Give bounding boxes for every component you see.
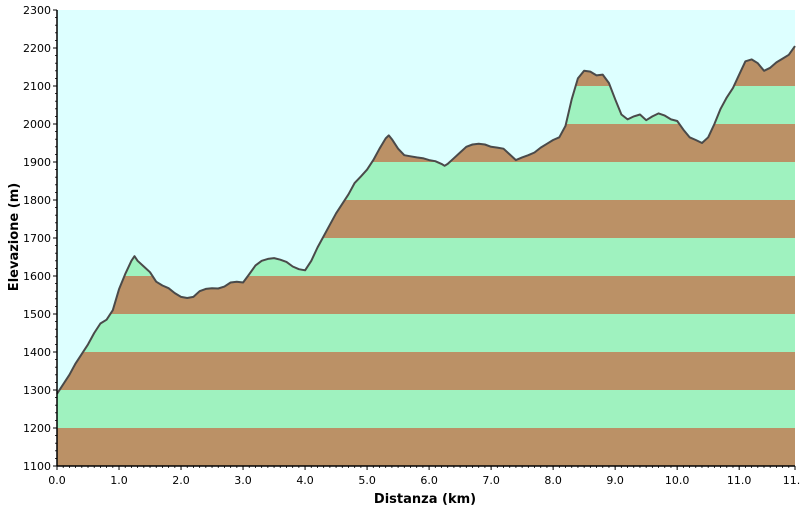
elevation-band [57, 352, 795, 390]
x-tick-label: 9.0 [606, 474, 624, 487]
y-tick-label: 2300 [23, 4, 51, 17]
y-tick-label: 2000 [23, 118, 51, 131]
x-tick-label: 8.0 [544, 474, 562, 487]
x-tick-label: 11.0 [727, 474, 752, 487]
y-axis-title: Elevazione (m) [7, 183, 22, 291]
x-tick-label: 3.0 [234, 474, 252, 487]
y-tick-label: 1400 [23, 346, 51, 359]
y-tick-label: 1800 [23, 194, 51, 207]
y-tick-label: 1500 [23, 308, 51, 321]
x-axis-title: Distanza (km) [374, 492, 476, 507]
x-tick-label: 7.0 [482, 474, 500, 487]
elevation-band [57, 428, 795, 466]
x-tick-label: 1.0 [110, 474, 128, 487]
y-tick-label: 1200 [23, 422, 51, 435]
elevation-band [57, 390, 795, 428]
y-tick-label: 1600 [23, 270, 51, 283]
y-tick-label: 1900 [23, 156, 51, 169]
y-tick-label: 2200 [23, 42, 51, 55]
elevation-profile-line [56, 45, 796, 395]
y-tick-label: 1300 [23, 384, 51, 397]
y-tick-label: 2100 [23, 80, 51, 93]
elevation-band [57, 314, 795, 352]
x-tick-label: 4.0 [296, 474, 314, 487]
x-axis-ticks: 0.0 1.0 2.0 3.0 4.0 5.0 6.0 7.0 8.0 9.0 10.0 11.0 11… [48, 466, 800, 487]
x-tick-label: 2.0 [172, 474, 190, 487]
y-tick-label: 1700 [23, 232, 51, 245]
x-tick-label: 10.0 [665, 474, 690, 487]
y-axis-ticks: 1100 1200 1300 1400 1500 1600 1700 1800 1900 2000… [23, 4, 57, 473]
elevation-bands [57, 10, 795, 466]
y-tick-label: 1100 [23, 460, 51, 473]
profile-layer [56, 45, 796, 395]
x-tick-label: 0.0 [48, 474, 66, 487]
x-tick-label: 6.0 [420, 474, 438, 487]
x-tick-label: 11.9 [783, 474, 800, 487]
x-tick-label: 5.0 [358, 474, 376, 487]
